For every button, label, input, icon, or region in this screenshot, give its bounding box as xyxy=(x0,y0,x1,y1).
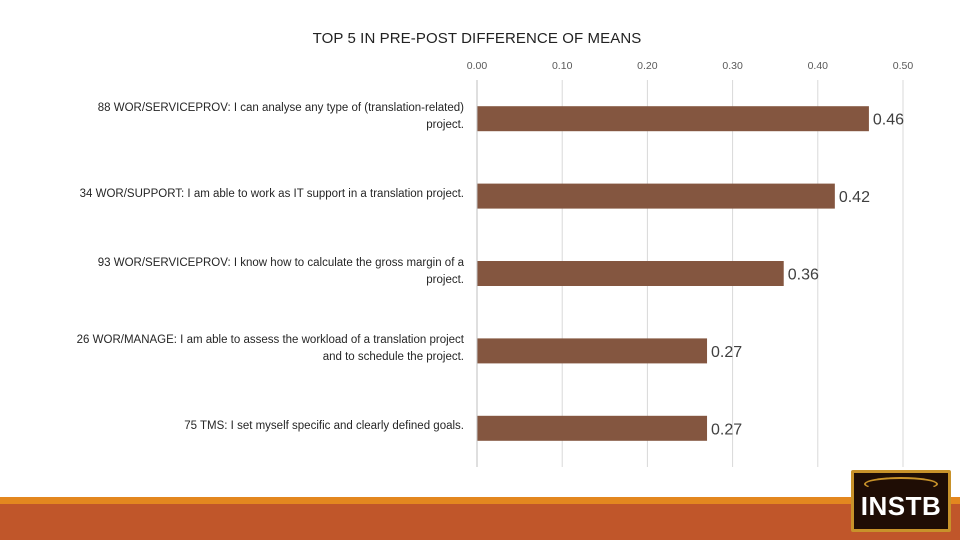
chart-title: TOP 5 IN PRE-POST DIFFERENCE OF MEANS xyxy=(312,30,642,47)
logo-ring-icon xyxy=(864,477,938,491)
category-label-line: 34 WOR/SUPPORT: I am able to work as IT … xyxy=(79,187,464,200)
category-label-line: 26 WOR/MANAGE: I am able to assess the w… xyxy=(76,333,464,346)
bar-chart: 0.00 0.10 0.20 0.30 0.40 0.50 0.46 0.42 0.36 0.27… xyxy=(467,60,914,467)
category-label: 88 WOR/SERVICEPROV: I can analyse any ty… xyxy=(14,100,464,134)
category-label-line: 93 WOR/SERVICEPROV: I know how to calcul… xyxy=(97,256,464,269)
bar xyxy=(477,183,835,209)
bar xyxy=(477,338,708,364)
data-label: 0.27 xyxy=(711,421,742,438)
category-label-line: 88 WOR/SERVICEPROV: I can analyse any ty… xyxy=(97,101,464,114)
category-label: 26 WOR/MANAGE: I am able to assess the w… xyxy=(14,332,464,366)
instb-logo: INSTB xyxy=(851,470,951,532)
category-label: 93 WOR/SERVICEPROV: I know how to calcul… xyxy=(14,255,464,289)
category-label-line: and to schedule the project. xyxy=(322,350,464,363)
bar xyxy=(477,261,784,286)
category-label-line: project. xyxy=(426,118,464,131)
data-label: 0.46 xyxy=(873,112,904,129)
data-label: 0.27 xyxy=(711,344,742,361)
bar xyxy=(477,106,869,132)
data-label: 0.36 xyxy=(788,267,819,284)
bar xyxy=(477,415,708,441)
category-label: 34 WOR/SUPPORT: I am able to work as IT … xyxy=(14,186,464,203)
category-label-line: project. xyxy=(426,273,464,286)
footer-accent-line xyxy=(0,497,960,504)
category-label-line: 75 TMS: I set myself specific and clearl… xyxy=(184,419,464,432)
x-tick-label: 0.40 xyxy=(808,60,829,72)
x-tick-label: 0.50 xyxy=(893,60,914,72)
category-label: 75 TMS: I set myself specific and clearl… xyxy=(14,418,464,435)
x-tick-label: 0.30 xyxy=(722,60,743,72)
data-label: 0.42 xyxy=(839,189,870,206)
x-tick-label: 0.10 xyxy=(552,60,573,72)
logo-text: INSTB xyxy=(860,491,942,521)
footer-band xyxy=(0,504,960,540)
x-tick-label: 0.20 xyxy=(637,60,658,72)
x-tick-label: 0.00 xyxy=(467,60,488,72)
